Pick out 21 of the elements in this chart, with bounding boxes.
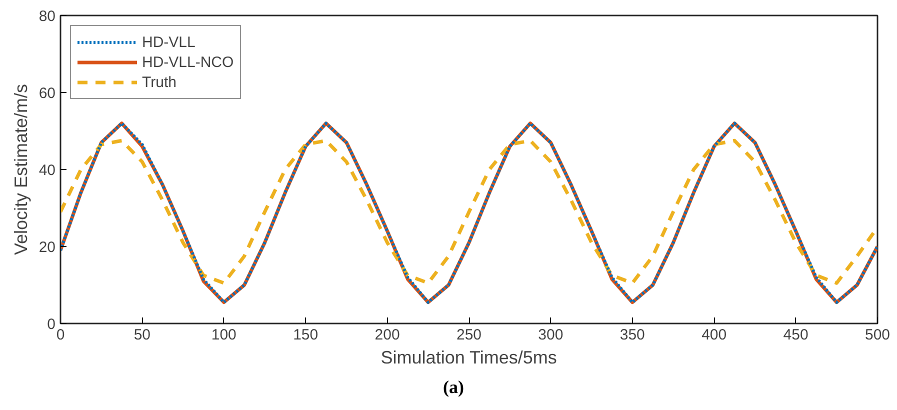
x-tick-label: 500 (864, 326, 890, 344)
x-tick-label: 200 (374, 326, 400, 344)
text: (a) (443, 376, 464, 399)
legend-label: HD-VLL (142, 33, 196, 51)
x-tick-label: 150 (293, 326, 318, 344)
x-tick-label: 400 (702, 326, 727, 344)
x-tick-label: 100 (211, 326, 236, 344)
y-tick-label: 20 (38, 239, 56, 256)
x-tick-label: 350 (620, 326, 645, 344)
y-axis-title: Velocity Estimate/m/s (10, 84, 31, 256)
x-tick-label: 250 (456, 326, 482, 344)
x-tick-label: 450 (783, 326, 808, 344)
x-tick-label: 300 (538, 326, 564, 344)
legend-label: HD-VLL-NCO (142, 53, 234, 71)
y-tick-label: 0 (47, 316, 56, 333)
legend-label: Truth (142, 73, 176, 91)
x-tick-label: 50 (134, 326, 151, 344)
x-axis-title: Simulation Times/5ms (380, 348, 557, 368)
y-tick-label: 60 (38, 85, 56, 102)
y-tick-label: 40 (38, 162, 56, 179)
y-tick-label: 80 (38, 8, 56, 25)
